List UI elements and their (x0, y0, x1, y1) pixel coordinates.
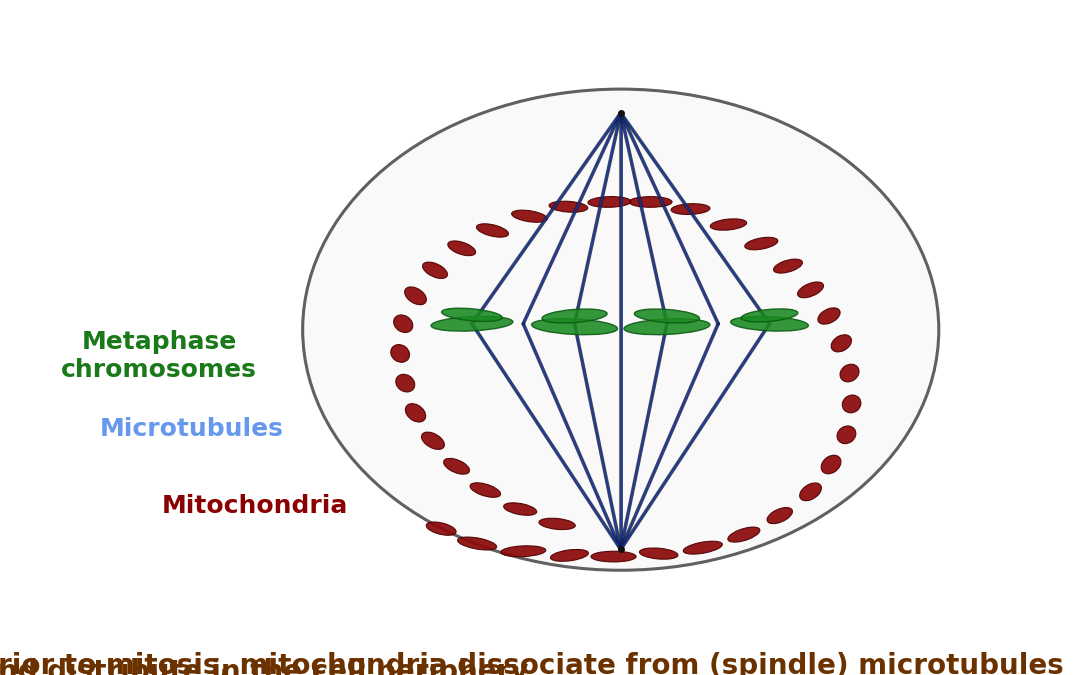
Ellipse shape (741, 309, 798, 322)
Text: Metaphase
chromosomes: Metaphase chromosomes (62, 331, 257, 382)
Text: rior to mitosis, mitochondria dissociate from (spindle) microtubules: rior to mitosis, mitochondria dissociate… (0, 653, 1064, 675)
Ellipse shape (629, 196, 672, 207)
Ellipse shape (444, 458, 470, 475)
Ellipse shape (684, 541, 723, 554)
Ellipse shape (542, 309, 607, 323)
Ellipse shape (591, 551, 636, 562)
Ellipse shape (393, 315, 413, 333)
Ellipse shape (798, 282, 823, 298)
Ellipse shape (551, 549, 589, 562)
Ellipse shape (391, 344, 409, 362)
Ellipse shape (549, 201, 588, 212)
Ellipse shape (405, 287, 427, 304)
Ellipse shape (531, 319, 618, 335)
Ellipse shape (503, 503, 537, 515)
Ellipse shape (832, 335, 851, 352)
Ellipse shape (821, 455, 841, 474)
Ellipse shape (458, 537, 497, 550)
Ellipse shape (671, 204, 710, 215)
Ellipse shape (639, 548, 678, 559)
Ellipse shape (799, 483, 822, 501)
Ellipse shape (431, 317, 513, 331)
Ellipse shape (302, 89, 939, 570)
Ellipse shape (818, 308, 840, 324)
Text: Mitochondria: Mitochondria (161, 494, 348, 518)
Ellipse shape (711, 219, 746, 230)
Ellipse shape (767, 508, 793, 524)
Ellipse shape (624, 319, 710, 335)
Ellipse shape (539, 518, 576, 530)
Ellipse shape (422, 262, 447, 279)
Ellipse shape (501, 546, 545, 557)
Ellipse shape (842, 395, 861, 413)
Ellipse shape (840, 364, 859, 382)
Ellipse shape (634, 309, 700, 323)
Text: nd distribute in the cell periphery.: nd distribute in the cell periphery. (0, 658, 537, 675)
Ellipse shape (512, 210, 548, 222)
Ellipse shape (470, 483, 500, 497)
Ellipse shape (731, 317, 808, 331)
Ellipse shape (773, 259, 802, 273)
Ellipse shape (448, 241, 475, 256)
Ellipse shape (476, 224, 509, 237)
Ellipse shape (442, 308, 502, 321)
Ellipse shape (427, 522, 456, 535)
Ellipse shape (837, 426, 855, 443)
Text: Microtubules: Microtubules (100, 417, 284, 441)
Ellipse shape (395, 375, 415, 392)
Ellipse shape (405, 404, 426, 422)
Ellipse shape (588, 196, 631, 207)
Ellipse shape (421, 432, 445, 450)
Ellipse shape (728, 527, 760, 542)
Ellipse shape (745, 238, 778, 250)
